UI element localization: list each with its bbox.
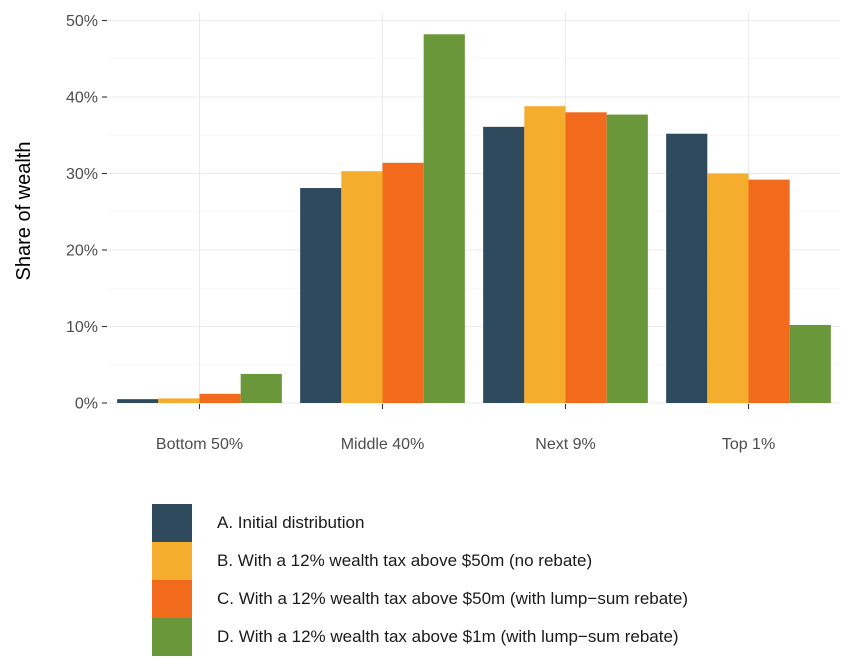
bar [341,171,383,403]
legend-swatch [152,504,192,542]
bar [240,373,282,403]
bar [158,398,200,403]
bar [707,173,749,403]
legend-swatch [152,580,192,618]
y-tick-label: 40% [66,90,98,107]
legend-label: A. Initial distribution [217,513,365,532]
legend-swatch [152,542,192,580]
bar-chart: 0% 10% 20% 30% 40% 50% Bottom 50% Middle 40% Ne… [13,12,840,453]
bar [382,162,424,403]
y-tick-label: 50% [66,13,98,30]
legend-item: D. With a 12% wealth tax above $1m (with… [152,618,688,656]
legend: A. Initial distribution B. With a 12% wea… [152,504,688,656]
bar [748,179,790,403]
x-tick-label: Middle 40% [341,436,425,453]
legend-swatch [152,618,192,656]
legend-label: B. With a 12% wealth tax above $50m (no … [217,551,593,570]
y-axis-title: Share of wealth [13,142,35,281]
legend-item: C. With a 12% wealth tax above $50m (wit… [152,580,688,618]
x-tick-label: Bottom 50% [156,436,243,453]
bar [300,188,342,403]
x-tick-label: Top 1% [722,436,775,453]
bar [606,114,648,403]
y-tick-label: 20% [66,243,98,260]
y-axis: 0% 10% 20% 30% 40% 50% [66,13,107,413]
bar [199,393,241,403]
bar [666,133,708,403]
legend-label: D. With a 12% wealth tax above $1m (with… [217,627,679,646]
x-tick-label: Next 9% [535,436,595,453]
bar [423,34,465,404]
bars [117,34,831,404]
bar [524,106,566,404]
bar [565,112,607,404]
y-tick-label: 30% [66,166,98,183]
bar [483,126,525,404]
bar [789,324,831,403]
y-tick-label: 0% [75,396,98,413]
x-axis: Bottom 50% Middle 40% Next 9% Top 1% [156,404,775,453]
y-tick-label: 10% [66,319,98,336]
legend-item: B. With a 12% wealth tax above $50m (no … [152,542,688,580]
bar [117,399,159,403]
legend-label: C. With a 12% wealth tax above $50m (wit… [217,589,689,608]
legend-item: A. Initial distribution [152,504,688,542]
